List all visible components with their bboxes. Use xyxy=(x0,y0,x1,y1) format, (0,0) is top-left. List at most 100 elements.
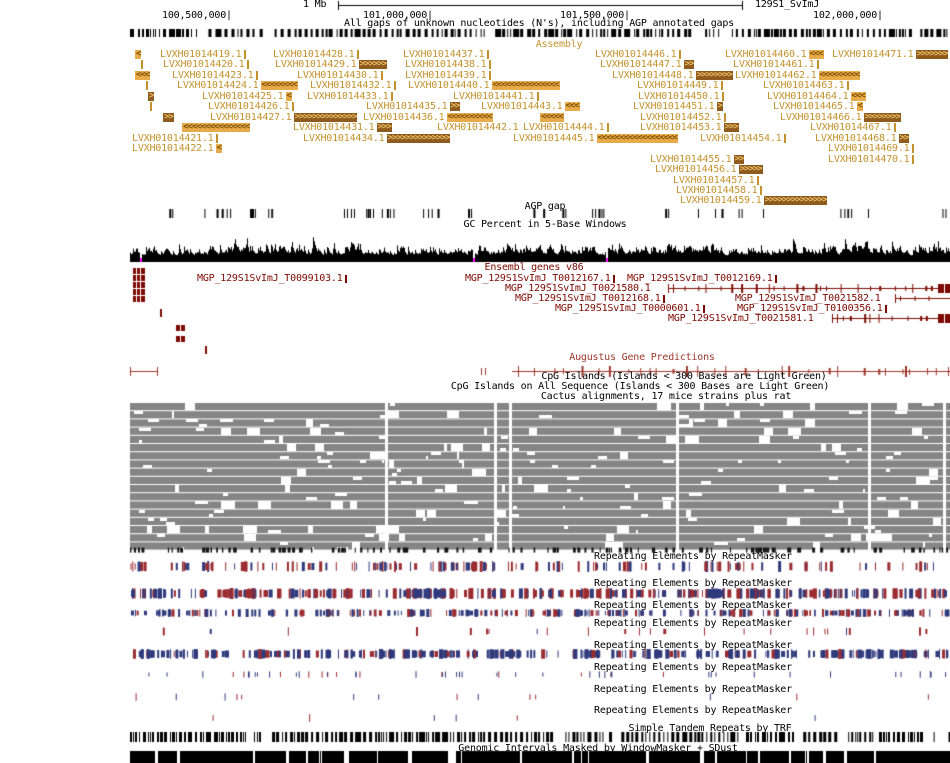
assembly-contig[interactable]: LVXH01014435.1 >> xyxy=(366,101,461,112)
assembly-contig-arrow-box[interactable]: >> xyxy=(898,133,910,143)
assembly-contig[interactable]: LVXH01014469.1 xyxy=(828,144,914,154)
assembly-contig[interactable]: LVXH01014423.1 xyxy=(172,71,258,81)
assembly-contig-arrow-box[interactable]: < xyxy=(135,49,141,59)
assembly-contig-arrow-box[interactable]: >>>>>> xyxy=(358,59,388,69)
ensembl-transcript-bar[interactable] xyxy=(344,275,347,283)
assembly-contig[interactable]: LVXH01014424.1 <<<<<<<< xyxy=(177,81,298,91)
assembly-contig[interactable]: < xyxy=(135,50,141,60)
assembly-contig[interactable]: >> xyxy=(163,113,174,123)
assembly-contig-arrow-box[interactable]: <<<<<<<<<<<<<<<<<< xyxy=(596,133,679,143)
assembly-contig-arrow-box[interactable]: <<<<<<<<<<<<<<< xyxy=(182,122,250,132)
assembly-contig[interactable]: LVXH01014433.1 xyxy=(307,92,393,102)
assembly-contig-arrow-box[interactable]: <<< xyxy=(808,49,824,59)
ensembl-transcript-label[interactable]: MGP_129S1SvImJ_T0012167.1 xyxy=(465,274,615,284)
ensembl-transcript-bar[interactable] xyxy=(612,275,615,283)
ensembl-transcript-bar[interactable] xyxy=(884,305,887,313)
assembly-contig-arrow-box[interactable]: >> xyxy=(449,101,461,111)
assembly-contig-bar[interactable] xyxy=(720,81,723,90)
assembly-contig-arrow-box[interactable]: >> xyxy=(733,154,745,164)
assembly-contig-bar[interactable] xyxy=(488,71,491,80)
assembly-contig[interactable]: LVXH01014448.1 >>>>>>>> xyxy=(612,71,733,81)
assembly-contig[interactable]: LVXH01014462.1 <<<<<<<<< xyxy=(735,70,861,81)
assembly-contig[interactable]: <<<<< xyxy=(540,113,564,123)
assembly-contig[interactable]: LVXH01014425.1 < xyxy=(202,92,292,102)
assembly-contig[interactable]: LVXH01014463.1 xyxy=(763,81,849,91)
assembly-contig-arrow-box[interactable]: >> xyxy=(163,112,174,122)
ensembl-transcript-label[interactable]: MGP_129S1SvImJ_T0000601.1 xyxy=(555,304,705,314)
ensembl-transcript-label[interactable]: MGP_129S1SvImJ_T0021582.1 xyxy=(735,294,881,304)
assembly-contig-bar[interactable] xyxy=(606,123,609,132)
assembly-contig-bar[interactable] xyxy=(911,144,914,153)
assembly-contig[interactable]: LVXH01014442.1 xyxy=(437,123,519,133)
assembly-contig[interactable]: LVXH01014450.1 xyxy=(638,92,724,102)
assembly-contig[interactable]: LVXH01014429.1 >>>>>> xyxy=(275,59,388,70)
assembly-contig[interactable]: LVXH01014451.1 > xyxy=(633,102,723,112)
assembly-contig-bar[interactable] xyxy=(486,50,489,59)
assembly-contig-bar[interactable] xyxy=(536,92,539,101)
assembly-contig-arrow-box[interactable]: > xyxy=(148,91,154,101)
assembly-contig-bar[interactable] xyxy=(893,123,896,132)
assembly-contig[interactable]: LVXH01014466.1 >>>>>>>> xyxy=(780,113,901,123)
assembly-contig-arrow-box[interactable]: >>>>>>>> xyxy=(863,112,901,122)
assembly-contig[interactable]: > xyxy=(148,92,154,102)
assembly-contig[interactable]: LVXH01014454.1 xyxy=(700,134,786,144)
assembly-contig[interactable]: LVXH01014427.1 >>>>>>>>>>>>>> xyxy=(210,113,358,123)
assembly-contig[interactable]: LVXH01014443.1 <<< xyxy=(481,102,580,112)
assembly-contig[interactable]: LVXH01014436.1 <<<<<<<<<< xyxy=(363,113,493,123)
assembly-contig[interactable] xyxy=(146,81,148,91)
assembly-contig-arrow-box[interactable]: >>>>>>>>>>>>>> xyxy=(763,195,828,205)
assembly-contig[interactable]: LVXH01014438.1 xyxy=(405,60,491,70)
assembly-contig[interactable]: LVXH01014459.1 >>>>>>>>>>>>>> xyxy=(680,195,828,206)
assembly-contig[interactable]: LVXH01014464.1 <<< xyxy=(767,92,866,102)
assembly-contig-bar[interactable] xyxy=(246,60,249,69)
assembly-contig-arrow-box[interactable]: < xyxy=(856,101,863,111)
assembly-contig[interactable]: LVXH01014457.1 xyxy=(673,176,759,186)
assembly-contig-bar[interactable] xyxy=(255,71,258,80)
assembly-contig-arrow-box[interactable]: >>> xyxy=(376,122,392,132)
assembly-contig[interactable]: LVXH01014431.1 >>> xyxy=(293,123,392,133)
assembly-contig-bar[interactable] xyxy=(783,134,786,143)
assembly-contig-bar[interactable] xyxy=(150,102,152,111)
assembly-contig-arrow-box[interactable]: >>>>>>> xyxy=(915,49,949,59)
assembly-contig[interactable]: LVXH01014428.1 xyxy=(273,50,359,60)
assembly-contig-arrow-box[interactable]: <<<<< xyxy=(540,112,564,122)
assembly-contig[interactable] xyxy=(150,102,152,112)
assembly-contig[interactable]: LVXH01014432.1 xyxy=(310,81,396,91)
assembly-contig-arrow-box[interactable]: <<<<<<<< xyxy=(260,80,298,90)
ensembl-transcript-bar[interactable] xyxy=(774,275,777,283)
assembly-contig[interactable]: LVXH01014447.1 >> xyxy=(600,59,695,70)
assembly-contig-bar[interactable] xyxy=(243,50,246,59)
assembly-contig[interactable]: LVXH01014452.1 xyxy=(640,113,726,123)
assembly-contig[interactable]: LVXH01014455.1 >> xyxy=(650,154,745,165)
assembly-contig[interactable]: LVXH01014449.1 xyxy=(637,81,723,91)
ensembl-transcript-label[interactable]: MGP_129S1SvImJ_T0099103.1 xyxy=(197,274,347,284)
assembly-contig-arrow-box[interactable]: > xyxy=(716,101,723,111)
assembly-contig[interactable]: LVXH01014421.1 xyxy=(132,134,218,144)
assembly-contig[interactable]: LVXH01014445.1 <<<<<<<<<<<<<<<<<< xyxy=(513,133,679,144)
assembly-contig-bar[interactable] xyxy=(488,60,491,69)
assembly-contig-bar[interactable] xyxy=(390,92,393,101)
assembly-contig-bar[interactable] xyxy=(141,60,143,69)
ensembl-transcript-bar[interactable] xyxy=(702,305,705,313)
assembly-contig-arrow-box[interactable]: <<<<<<<<< xyxy=(818,70,861,80)
assembly-contig-bar[interactable] xyxy=(816,60,819,69)
assembly-contig-arrow-box[interactable]: <<<<<<<<<< xyxy=(446,112,493,122)
assembly-contig-bar[interactable] xyxy=(215,134,218,143)
assembly-contig-bar[interactable] xyxy=(911,155,914,164)
assembly-contig[interactable]: LVXH01014456.1 >>>>> xyxy=(655,165,763,175)
assembly-contig-bar[interactable] xyxy=(756,176,759,185)
assembly-contig[interactable]: LVXH01014419.1 xyxy=(160,50,246,60)
ensembl-transcript-label[interactable]: MGP_129S1SvImJ_T0012168.1 xyxy=(515,294,665,304)
assembly-contig-arrow-box[interactable]: <<< xyxy=(850,91,866,101)
assembly-contig-arrow-box[interactable]: < xyxy=(285,91,292,101)
ensembl-transcript-label[interactable]: MGP_129S1SvImJ_T0012169.1 xyxy=(627,274,777,284)
assembly-contig-arrow-box[interactable]: >> xyxy=(683,59,695,69)
assembly-contig[interactable]: LVXH01014460.1 <<< xyxy=(725,50,824,60)
assembly-contig[interactable]: LVXH01014426.1 xyxy=(208,102,294,112)
ensembl-transcript-label[interactable]: MGP_129S1SvImJ_T0021581.1 xyxy=(668,314,814,324)
assembly-contig-bar[interactable] xyxy=(678,50,681,59)
assembly-contig-bar[interactable] xyxy=(721,92,724,101)
assembly-contig[interactable]: LVXH01014461.1 xyxy=(733,60,819,70)
assembly-contig[interactable]: LVXH01014458.1 xyxy=(676,186,762,196)
